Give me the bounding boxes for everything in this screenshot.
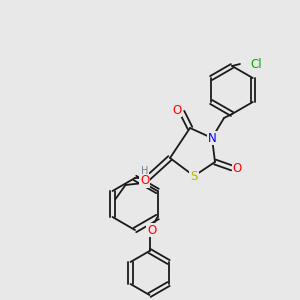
- Text: O: O: [147, 224, 156, 236]
- Text: O: O: [140, 175, 149, 188]
- Text: O: O: [232, 161, 242, 175]
- Text: Cl: Cl: [250, 58, 262, 70]
- Text: H: H: [141, 166, 149, 176]
- Text: O: O: [172, 103, 182, 116]
- Text: N: N: [208, 131, 216, 145]
- Text: S: S: [190, 169, 198, 182]
